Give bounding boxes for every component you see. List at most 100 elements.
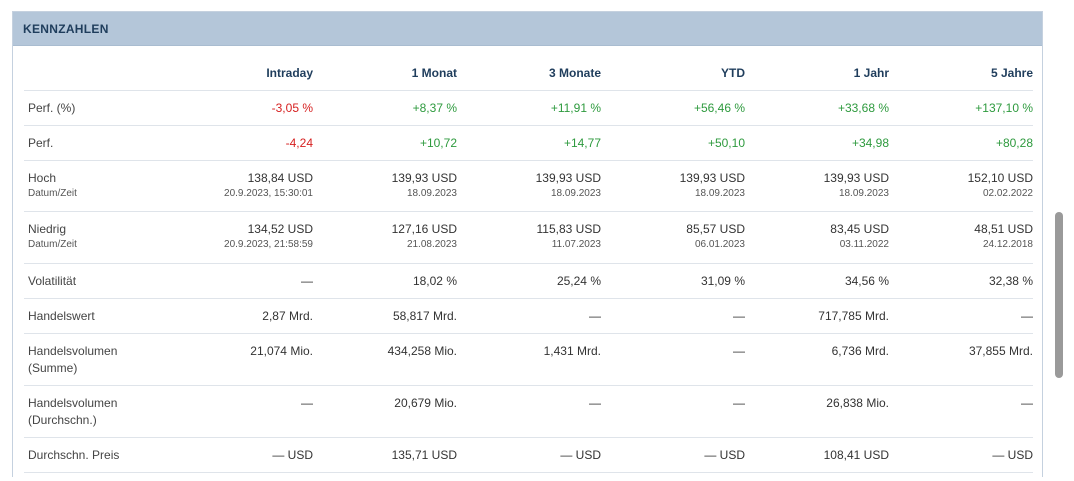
- cell-date: 18.09.2023: [694, 188, 745, 199]
- cell-value: —: [301, 396, 313, 410]
- table-cell: 135,71 USD: [313, 437, 457, 473]
- table-cell: —: [889, 385, 1033, 438]
- row-sublabel: Datum/Zeit: [28, 239, 77, 250]
- table-cell: —: [169, 263, 313, 299]
- row-label: Handelsvolumen (Durchschn.): [24, 385, 169, 438]
- cell-value: 26,838 Mio.: [826, 396, 889, 410]
- cell-value: 37,855 Mrd.: [968, 344, 1033, 358]
- cell-value: 83,45 USD: [830, 222, 889, 236]
- cell-value: 139,93 USD: [535, 171, 601, 185]
- table-cell: 48,51 USD 24.12.2018: [889, 211, 1033, 264]
- table-cell: 115,83 USD 11.07.2023: [457, 211, 601, 264]
- row-label: Handelswert: [24, 298, 169, 334]
- cell-date: 18.09.2023: [838, 188, 889, 199]
- table-row-hoch: Hoch Datum/Zeit 138,84 USD 20.9.2023, 15:…: [24, 160, 1033, 212]
- table-cell: 18,02 %: [313, 263, 457, 299]
- table-cell: 58,817 Mrd.: [313, 298, 457, 334]
- table-cell: 152,10 USD 02.02.2022: [889, 160, 1033, 212]
- table-cell: 139,93 USD 18.09.2023: [313, 160, 457, 212]
- table-cell: 37,855 Mrd.: [889, 333, 1033, 386]
- row-label-line2: (Durchschn.): [28, 413, 97, 427]
- table-cell: —: [457, 385, 601, 438]
- table-cell: 717,785 Mrd.: [745, 298, 889, 334]
- row-label: Perf.: [24, 125, 169, 161]
- table-cell: —: [169, 385, 313, 438]
- table-cell: — USD: [169, 437, 313, 473]
- row-label-main: Niedrig: [28, 222, 67, 236]
- table-cell: 2,87 Mrd.: [169, 298, 313, 334]
- cell-value: —: [589, 396, 601, 410]
- table-cell: — USD: [601, 437, 745, 473]
- cell-value: 139,93 USD: [679, 171, 745, 185]
- cell-value: 134,52 USD: [247, 222, 313, 236]
- cell-value: 6,736 Mrd.: [831, 344, 889, 358]
- row-sublabel: Datum/Zeit: [28, 188, 77, 199]
- table-cell: 34,56 %: [745, 263, 889, 299]
- table-row-handelswert: Handelswert 2,87 Mrd. 58,817 Mrd. — — 71…: [24, 298, 1033, 334]
- table-cell: 25,24 %: [457, 263, 601, 299]
- cell-value: —: [733, 396, 745, 410]
- table-cell: —: [457, 298, 601, 334]
- kennzahlen-panel: KENNZAHLEN Intraday 1 Monat 3 Monate YTD…: [12, 11, 1043, 477]
- table-cell: 434,258 Mio.: [313, 333, 457, 386]
- table-row-niedrig: Niedrig Datum/Zeit 134,52 USD 20.9.2023, …: [24, 211, 1033, 264]
- cell-value: 48,51 USD: [974, 222, 1033, 236]
- table-cell: +33,68 %: [745, 90, 889, 126]
- table-cell: 31,09 %: [601, 263, 745, 299]
- table-row-handelsvolumen-durchschn: Handelsvolumen (Durchschn.) — 20,679 Mio…: [24, 385, 1033, 438]
- cell-date: 06.01.2023: [694, 239, 745, 250]
- vertical-scrollbar-thumb[interactable]: [1055, 212, 1063, 378]
- table-row-volatilitaet: Volatilität — 18,02 % 25,24 % 31,09 % 34…: [24, 263, 1033, 299]
- cell-date: 21.08.2023: [406, 239, 457, 250]
- table-cell: 32,38 %: [889, 263, 1033, 299]
- table-row-handelsvolumen-summe: Handelsvolumen (Summe) 21,074 Mio. 434,2…: [24, 333, 1033, 386]
- row-label: Hoch Datum/Zeit: [24, 160, 169, 212]
- cell-value: 21,074 Mio.: [250, 344, 313, 358]
- column-header-5-jahre: 5 Jahre: [889, 56, 1033, 91]
- row-label: Perf. (%): [24, 90, 169, 126]
- cell-value: 1,431 Mrd.: [543, 344, 601, 358]
- cell-value: —: [1021, 396, 1033, 410]
- row-label: Durchschn. Preis: [24, 437, 169, 473]
- table-cell: 6,736 Mrd.: [745, 333, 889, 386]
- cell-value: 115,83 USD: [536, 222, 601, 236]
- cell-value: 85,57 USD: [686, 222, 745, 236]
- column-header-1-jahr: 1 Jahr: [745, 56, 889, 91]
- table-cell: —: [601, 298, 745, 334]
- column-header-intraday: Intraday: [169, 56, 313, 91]
- table-cell: -4,24: [169, 125, 313, 161]
- column-header-ytd: YTD: [601, 56, 745, 91]
- cell-date: 02.02.2022: [982, 188, 1033, 199]
- table-cell: —: [601, 333, 745, 386]
- table-cell: 26,838 Mio.: [745, 385, 889, 438]
- table-cell: 1,431 Mrd.: [457, 333, 601, 386]
- cell-value: 127,16 USD: [391, 222, 457, 236]
- table-cell: —: [601, 385, 745, 438]
- cell-date: 03.11.2022: [839, 239, 889, 250]
- row-label-line2: (Summe): [28, 361, 78, 375]
- table-cell: — USD: [457, 437, 601, 473]
- table-cell: —: [889, 298, 1033, 334]
- table-cell: +50,10: [601, 125, 745, 161]
- cell-date: 20.9.2023, 15:30:01: [224, 188, 313, 199]
- table-cell: 139,93 USD 18.09.2023: [601, 160, 745, 212]
- table-cell: +56,46 %: [601, 90, 745, 126]
- cell-date: 18.09.2023: [406, 188, 457, 199]
- table-cell: 21,074 Mio.: [169, 333, 313, 386]
- table-cell: 85,57 USD 06.01.2023: [601, 211, 745, 264]
- table-cell: +10,72: [313, 125, 457, 161]
- table-cell: +80,28: [889, 125, 1033, 161]
- cell-value: 434,258 Mio.: [387, 344, 457, 358]
- table-cell: +14,77: [457, 125, 601, 161]
- cell-date: 11.07.2023: [551, 239, 601, 250]
- table-cell: +137,10 %: [889, 90, 1033, 126]
- table-row-perf-pct: Perf. (%) -3,05 % +8,37 % +11,91 % +56,4…: [24, 90, 1033, 126]
- cell-date: 24.12.2018: [982, 239, 1033, 250]
- table-cell: 138,84 USD 20.9.2023, 15:30:01: [169, 160, 313, 212]
- cell-date: 20.9.2023, 21:58:59: [224, 239, 313, 250]
- cell-value: 20,679 Mio.: [394, 396, 457, 410]
- row-label-line1: Handelsvolumen: [28, 344, 118, 358]
- table-cell: -3,05 %: [169, 90, 313, 126]
- cell-value: 152,10 USD: [967, 171, 1033, 185]
- cell-value: 139,93 USD: [391, 171, 457, 185]
